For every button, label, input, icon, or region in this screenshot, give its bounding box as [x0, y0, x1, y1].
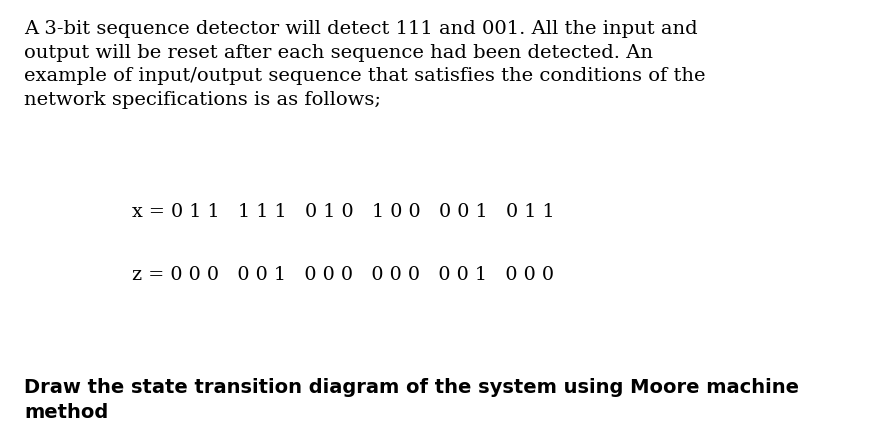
Text: z = 0 0 0   0 0 1   0 0 0   0 0 0   0 0 1   0 0 0: z = 0 0 0 0 0 1 0 0 0 0 0 0 0 0 1 0 0 0 — [132, 266, 554, 284]
Text: x = 0 1 1   1 1 1   0 1 0   1 0 0   0 0 1   0 1 1: x = 0 1 1 1 1 1 0 1 0 1 0 0 0 0 1 0 1 1 — [132, 203, 554, 221]
Text: Draw the state transition diagram of the system using Moore machine
method: Draw the state transition diagram of the… — [24, 378, 798, 422]
Text: A 3-bit sequence detector will detect 111 and 001. All the input and
output will: A 3-bit sequence detector will detect 11… — [24, 20, 704, 109]
